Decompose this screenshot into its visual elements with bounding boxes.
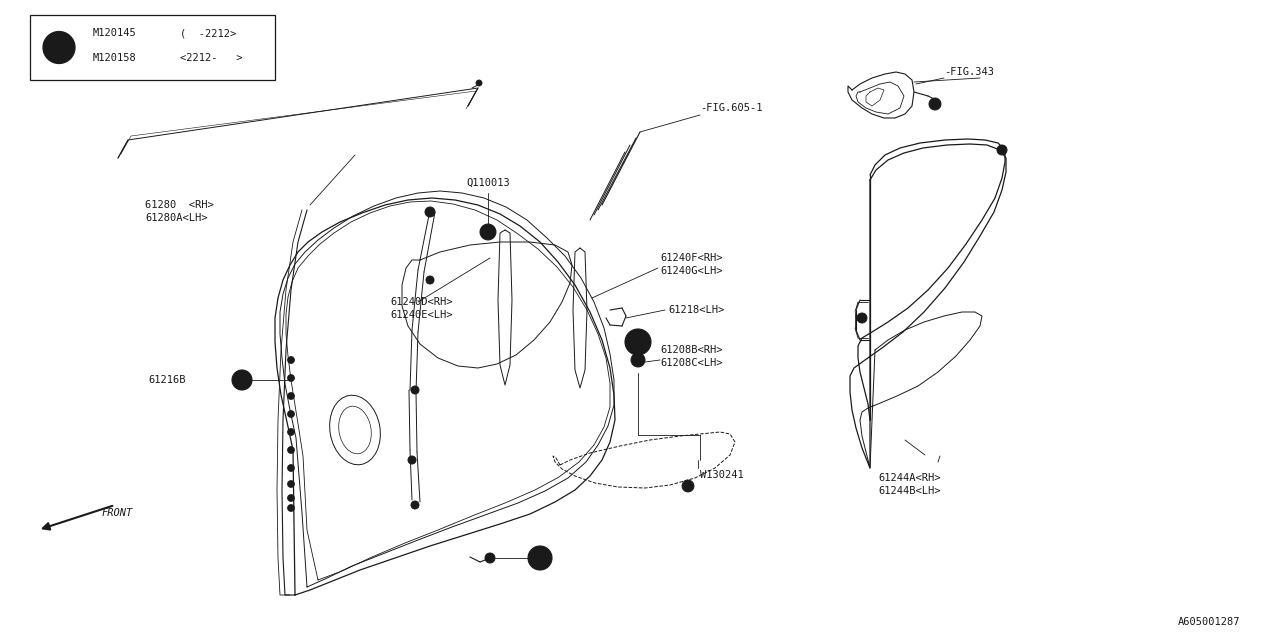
Text: (  -2212>: ( -2212> (180, 28, 237, 38)
Text: 1: 1 (55, 42, 63, 52)
Text: 61218<LH>: 61218<LH> (668, 305, 724, 315)
Circle shape (411, 386, 419, 394)
Circle shape (408, 456, 416, 464)
Bar (29, 15, 275, 80)
Text: Q110013: Q110013 (466, 178, 509, 188)
Ellipse shape (339, 406, 371, 454)
Circle shape (288, 447, 294, 454)
Circle shape (288, 374, 294, 381)
Circle shape (232, 370, 252, 390)
Text: 61216B: 61216B (148, 375, 186, 385)
Text: 1: 1 (538, 553, 543, 563)
Circle shape (288, 504, 294, 511)
Circle shape (480, 224, 497, 240)
Text: 61244B<LH>: 61244B<LH> (878, 486, 941, 496)
Circle shape (682, 480, 694, 492)
Text: 61280A<LH>: 61280A<LH> (145, 213, 207, 223)
Text: A605001287: A605001287 (1178, 617, 1240, 627)
Circle shape (425, 207, 435, 217)
Circle shape (288, 465, 294, 472)
Text: W130241: W130241 (700, 470, 744, 480)
Text: 61208C<LH>: 61208C<LH> (660, 358, 722, 368)
Text: 61240G<LH>: 61240G<LH> (660, 266, 722, 276)
Text: 61244A<RH>: 61244A<RH> (878, 473, 941, 483)
Circle shape (236, 374, 248, 386)
Circle shape (288, 429, 294, 435)
Circle shape (288, 495, 294, 502)
Circle shape (411, 501, 419, 509)
Ellipse shape (330, 396, 380, 465)
Circle shape (929, 98, 941, 110)
Text: 61240D<RH>: 61240D<RH> (390, 297, 453, 307)
Circle shape (858, 313, 867, 323)
Circle shape (426, 276, 434, 284)
Circle shape (288, 356, 294, 364)
Text: -FIG.343: -FIG.343 (945, 67, 995, 77)
Text: -FIG.605-1: -FIG.605-1 (700, 103, 763, 113)
Circle shape (476, 80, 483, 86)
Text: <2212-   >: <2212- > (180, 53, 242, 63)
Text: 1: 1 (635, 337, 641, 347)
Circle shape (288, 392, 294, 399)
Circle shape (997, 145, 1007, 155)
Circle shape (288, 410, 294, 417)
Circle shape (485, 553, 495, 563)
Text: 61208B<RH>: 61208B<RH> (660, 345, 722, 355)
Text: FRONT: FRONT (102, 508, 133, 518)
Circle shape (288, 481, 294, 488)
Text: 61280  <RH>: 61280 <RH> (145, 200, 214, 210)
Text: 61240F<RH>: 61240F<RH> (660, 253, 722, 263)
Circle shape (631, 353, 645, 367)
Text: M120145: M120145 (93, 28, 137, 38)
Text: M120158: M120158 (93, 53, 137, 63)
Circle shape (625, 329, 652, 355)
Text: 61240E<LH>: 61240E<LH> (390, 310, 453, 320)
Circle shape (44, 31, 76, 63)
Circle shape (529, 546, 552, 570)
